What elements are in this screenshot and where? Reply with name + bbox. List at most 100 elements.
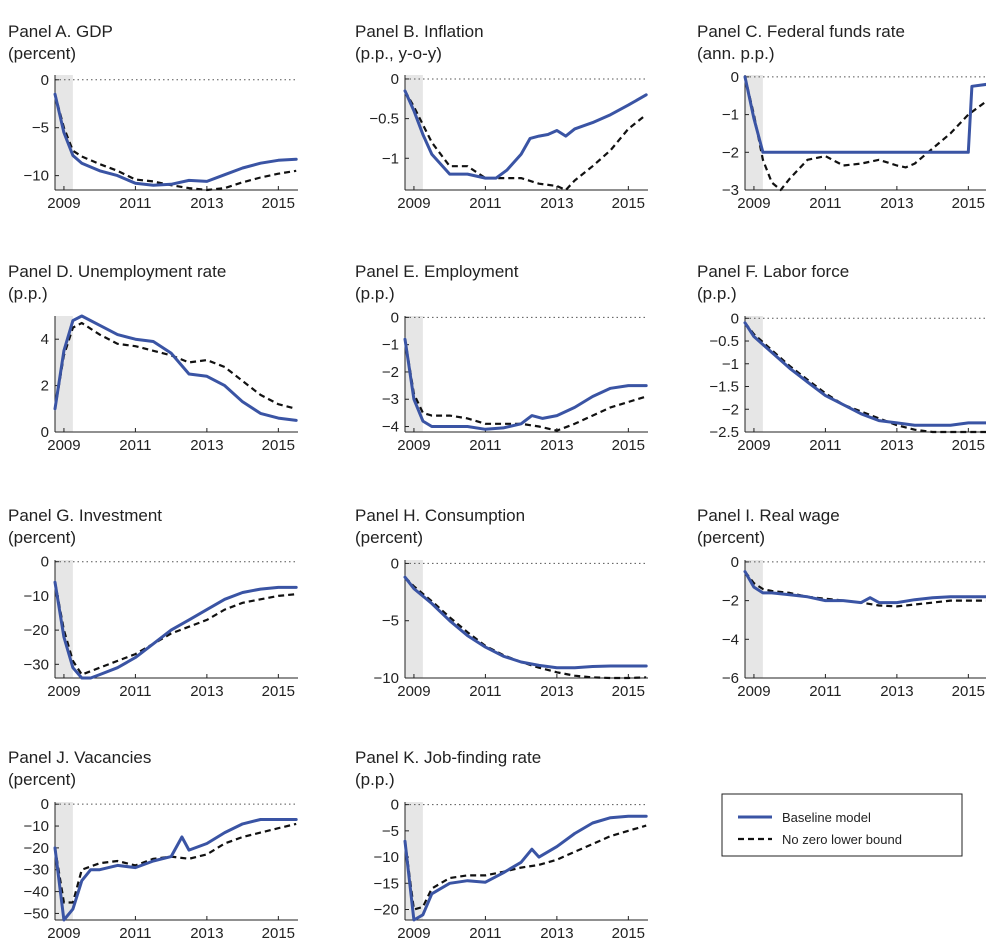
x-tick-label: 2011 xyxy=(119,195,151,212)
x-tick-label: 2009 xyxy=(397,683,430,700)
panel-title: Panel H. Consumption xyxy=(355,506,525,525)
panel-j: Panel J. Vacancies (percent) 0 −10 −20 −30 −40… xyxy=(8,748,298,942)
y-tick-label: 2 xyxy=(41,378,49,395)
x-tick-label: 2015 xyxy=(952,683,985,700)
panel-unit: (percent) xyxy=(8,44,76,63)
panel-title: Panel C. Federal funds rate xyxy=(697,22,905,41)
x-tick-label: 2013 xyxy=(880,437,913,454)
shaded-region xyxy=(405,560,423,678)
y-tick-label: −5 xyxy=(382,823,399,840)
y-tick-label: −4 xyxy=(382,419,399,436)
x-tick-label: 2015 xyxy=(612,437,645,454)
series-line-no-zlb xyxy=(403,824,647,911)
panel-f: Panel F. Labor force (p.p.) 0 −0.5 −1 −1.5 −2 −… xyxy=(697,262,986,454)
x-tick-label: 2013 xyxy=(880,683,913,700)
panel-a: Panel A. GDP (percent) 0 −5 −10 2009 2011 2013 2… xyxy=(8,22,298,212)
y-tick-label: −1 xyxy=(722,107,739,124)
x-tick-label: 2013 xyxy=(540,925,573,942)
x-tick-label: 2011 xyxy=(809,195,841,212)
x-tick-label: 2011 xyxy=(469,195,501,212)
x-tick-label: 2013 xyxy=(190,195,223,212)
panel-unit: (p.p., y-o-y) xyxy=(355,44,442,63)
panel-unit: (percent) xyxy=(8,770,76,789)
x-tick-label: 2009 xyxy=(737,683,770,700)
x-tick-label: 2015 xyxy=(612,195,645,212)
y-tick-label: −40 xyxy=(24,884,49,901)
y-tick-label: 0 xyxy=(41,554,49,571)
x-tick-label: 2015 xyxy=(612,683,645,700)
y-tick-label: −2 xyxy=(722,593,739,610)
y-tick-label: −50 xyxy=(24,905,49,922)
y-tick-label: −0.5 xyxy=(709,333,739,350)
x-tick-label: 2009 xyxy=(737,195,770,212)
shaded-region xyxy=(745,316,763,432)
panel-unit: (p.p.) xyxy=(697,284,737,303)
y-tick-label: −3 xyxy=(382,391,399,408)
y-tick-label: −30 xyxy=(24,862,49,879)
series-line-baseline xyxy=(53,580,298,680)
x-tick-label: 2009 xyxy=(47,195,80,212)
x-tick-label: 2013 xyxy=(880,195,913,212)
y-tick-label: −15 xyxy=(374,875,399,892)
panel-g: Panel G. Investment (percent) 0 −10 −20 −30 20… xyxy=(8,506,298,700)
series-line-no-zlb xyxy=(53,822,297,904)
panel-c: Panel C. Federal funds rate (ann. p.p.) 0 −… xyxy=(697,22,986,212)
y-tick-label: −4 xyxy=(722,631,739,648)
series-line-baseline xyxy=(53,92,298,187)
panel-unit: (percent) xyxy=(8,528,76,547)
x-tick-label: 2015 xyxy=(952,437,985,454)
y-tick-label: −10 xyxy=(24,818,49,835)
panel-unit: (p.p.) xyxy=(355,284,395,303)
series-line-baseline xyxy=(403,89,648,180)
series-line-baseline xyxy=(53,314,298,422)
x-tick-label: 2011 xyxy=(119,683,151,700)
panel-k: Panel K. Job-finding rate (p.p.) 0 −5 −10 −15… xyxy=(355,748,648,942)
series-line-no-zlb xyxy=(403,339,647,432)
y-tick-label: 0 xyxy=(391,555,399,572)
x-tick-label: 2011 xyxy=(809,683,841,700)
y-tick-label: −10 xyxy=(374,670,399,687)
x-tick-label: 2011 xyxy=(119,437,151,454)
y-tick-label: 0 xyxy=(731,310,739,327)
y-tick-label: −20 xyxy=(24,622,49,639)
x-tick-label: 2011 xyxy=(469,683,501,700)
series-line-no-zlb xyxy=(53,321,297,410)
x-tick-label: 2013 xyxy=(540,683,573,700)
panel-unit: (ann. p.p.) xyxy=(697,44,775,63)
x-tick-label: 2015 xyxy=(612,925,645,942)
x-tick-label: 2011 xyxy=(809,437,841,454)
x-tick-label: 2015 xyxy=(262,437,295,454)
y-tick-label: 0 xyxy=(731,69,739,86)
panel-title: Panel A. GDP xyxy=(8,22,113,41)
y-tick-label: −20 xyxy=(24,840,49,857)
y-tick-label: 0 xyxy=(391,309,399,326)
x-tick-label: 2009 xyxy=(737,437,770,454)
panel-title: Panel F. Labor force xyxy=(697,262,849,281)
x-tick-label: 2009 xyxy=(47,437,80,454)
x-tick-label: 2011 xyxy=(469,925,501,942)
series-line-baseline xyxy=(743,570,986,605)
series-line-baseline xyxy=(403,814,648,922)
y-tick-label: 0 xyxy=(41,72,49,89)
series-line-no-zlb xyxy=(53,93,297,192)
series-line-baseline xyxy=(53,818,298,922)
x-tick-label: 2013 xyxy=(540,195,573,212)
x-tick-label: 2009 xyxy=(47,683,80,700)
panel-b: Panel B. Inflation (p.p., y-o-y) 0 −0.5 −1 20… xyxy=(355,22,648,212)
legend-label-baseline: Baseline model xyxy=(782,810,871,825)
legend: Baseline model No zero lower bound xyxy=(721,793,963,857)
y-tick-label: −1 xyxy=(382,337,399,354)
panel-title: Panel I. Real wage xyxy=(697,506,840,525)
x-tick-label: 2013 xyxy=(540,437,573,454)
y-tick-label: −10 xyxy=(24,168,49,185)
panel-title: Panel E. Employment xyxy=(355,262,519,281)
series-line-baseline xyxy=(403,337,648,431)
y-tick-label: −10 xyxy=(24,588,49,605)
x-tick-label: 2011 xyxy=(469,437,501,454)
shaded-region xyxy=(405,75,423,190)
series-line-baseline xyxy=(743,321,986,427)
